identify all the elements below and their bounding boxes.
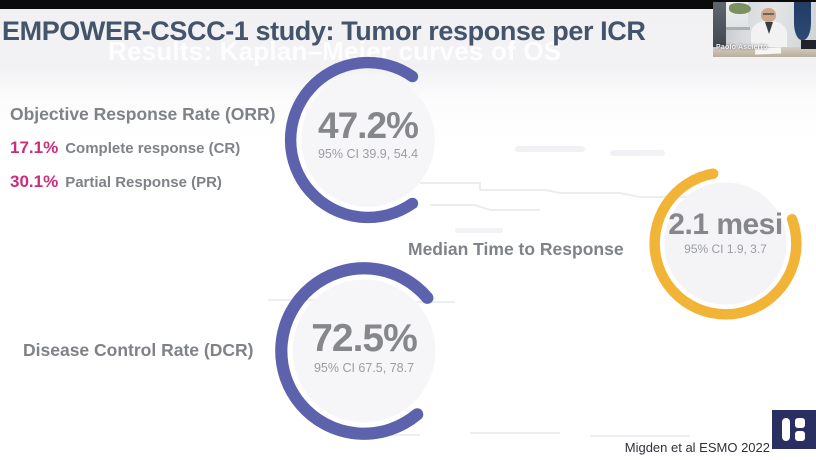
- webcam-person-head: [761, 8, 776, 22]
- orr-ci: 95% CI 39.9, 54.4: [317, 147, 419, 161]
- pr-percent: 30.1%: [10, 172, 59, 191]
- mtr-ring-text: 2.1 mesi 95% CI 1.9, 3.7: [645, 208, 806, 257]
- institution-logo: [772, 410, 816, 449]
- webcam-window-frame: [713, 2, 726, 57]
- webcam-person-glasses: [763, 13, 774, 15]
- orr-label: Objective Response Rate (ORR): [10, 104, 276, 124]
- citation-text: Migden et al ESMO 2022: [624, 440, 770, 455]
- webcam-person-shirt: [765, 22, 773, 34]
- cr-label: Complete response (CR): [65, 140, 241, 157]
- webcam-shelf: [726, 27, 750, 30]
- orr-ring-arc: [284, 56, 419, 224]
- letterbox-top-bar: [0, 0, 816, 9]
- webcam-hanging-jacket: [794, 2, 811, 40]
- pr-label: Partial Response (PR): [65, 174, 222, 191]
- partial-response-line: 30.1% Partial Response (PR): [10, 172, 222, 192]
- cr-percent: 17.1%: [10, 138, 59, 157]
- logo-dot-top: [795, 418, 805, 428]
- webcam-name-label: Paolo Ascierto: [716, 44, 768, 51]
- orr-ring-text: 47.2% 95% CI 39.9, 54.4: [280, 107, 456, 161]
- dcr-ring-face: [292, 279, 436, 423]
- dcr-ci: 95% CI 67.5, 78.7: [313, 361, 415, 375]
- orr-ring-face: [301, 73, 435, 207]
- slide-title: EMPOWER-CSCC-1 study: Tumor response per…: [2, 16, 646, 46]
- orr-value: 47.2%: [318, 105, 419, 146]
- orr-ring-chart: 47.2% 95% CI 39.9, 54.4: [280, 52, 456, 228]
- mtr-ring-face: [664, 182, 787, 305]
- webcam-laptop: [801, 40, 816, 49]
- dcr-label: Disease Control Rate (DCR): [23, 340, 254, 360]
- ghost-slide-title: Results: Kaplan–Meier curves of OS: [108, 36, 562, 66]
- mtr-ring-svg: [649, 168, 802, 320]
- logo-bar-shape: [782, 418, 790, 441]
- dcr-ring-text: 72.5% 95% CI 67.5, 78.7: [270, 319, 458, 375]
- webcam-plant: [729, 3, 751, 14]
- dcr-ring-svg: [275, 262, 436, 440]
- mtr-ci: 95% CI 1.9, 3.7: [684, 242, 767, 256]
- logo-dot-bottom: [795, 431, 805, 441]
- complete-response-line: 17.1% Complete response (CR): [10, 138, 240, 158]
- dcr-ring-chart: 72.5% 95% CI 67.5, 78.7: [270, 257, 458, 445]
- mtr-value: 2.1 mesi: [668, 208, 783, 241]
- webcam-video-tile: Paolo Ascierto: [713, 2, 816, 57]
- mtr-ring-chart: 2.1 mesi 95% CI 1.9, 3.7: [645, 163, 806, 324]
- mtr-ring-arc: [649, 168, 802, 320]
- mtr-label: Median Time to Response: [408, 239, 624, 259]
- dcr-ring-arc: [275, 262, 434, 440]
- orr-ring-svg: [284, 56, 435, 224]
- dcr-value: 72.5%: [311, 317, 418, 360]
